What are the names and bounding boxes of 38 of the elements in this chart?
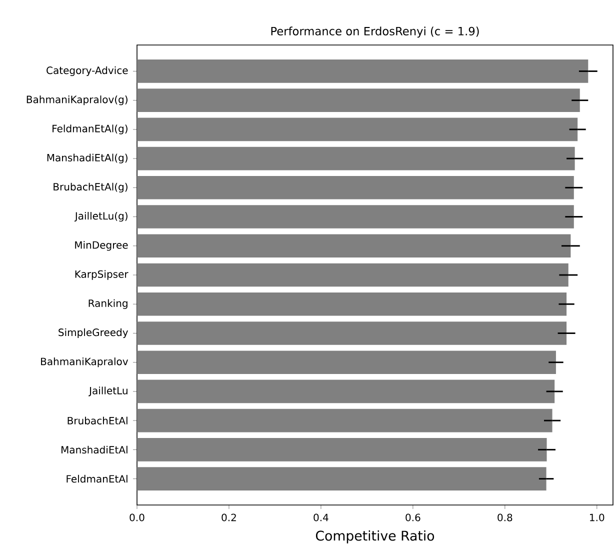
y-tick-label: ManshadiEtAl [62,446,128,454]
y-tick-label: Ranking [88,299,128,309]
y-tick-label: KarpSipser [75,270,128,280]
y-tick-label: SimpleGreedy [58,328,128,338]
y-tick-label: BahmaniKapralov [41,358,128,368]
y-tick-label: BrubachEtAl [68,416,128,424]
y-tick-label: JailletLu(g) [74,212,128,222]
x-tick-label: 1.0 [590,514,604,522]
bar [137,467,546,490]
bar [137,205,574,228]
y-tick-label: FeldmanEtAl(g) [52,124,128,134]
bar [137,263,568,287]
y-tick-label: JailletLu [88,386,128,396]
bar [137,234,571,258]
bar [137,118,578,142]
y-tick-label: MinDegree [75,241,128,251]
bar [137,176,574,200]
y-tick-label: BrubachEtAl(g) [54,182,128,192]
x-tick-label: 0.8 [498,514,512,522]
bar [137,408,552,432]
bar [137,60,588,83]
x-tick-label: 0.0 [130,514,144,522]
y-tick-label: Category-Advice [46,66,128,76]
y-tick-label: BahmaniKapralov(g) [26,95,128,106]
bar [137,438,547,462]
bar [137,350,556,374]
bar [137,146,575,170]
y-tick-label: FeldmanEtAl [66,474,128,483]
chart-title: Performance on ErdosRenyi (c = 1.9) [271,26,479,38]
x-tick-label: 0.2 [222,514,236,522]
x-tick-label: 0.4 [314,514,328,522]
x-axis-title: Competitive Ratio [316,530,434,544]
y-tick-label: ManshadiEtAl(g) [47,154,128,164]
x-tick-label: 0.6 [406,514,420,522]
bar [137,88,580,112]
bar [137,322,567,345]
bar [137,380,555,404]
bar [137,292,567,316]
